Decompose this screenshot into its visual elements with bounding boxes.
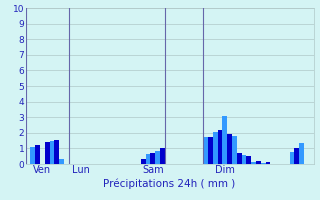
Bar: [242, 155, 246, 164]
Bar: [266, 162, 270, 164]
Bar: [203, 137, 208, 164]
Bar: [256, 161, 261, 164]
Bar: [35, 144, 40, 164]
X-axis label: Précipitations 24h ( mm ): Précipitations 24h ( mm ): [103, 178, 236, 189]
Bar: [213, 132, 218, 164]
Bar: [232, 136, 237, 164]
Bar: [261, 163, 266, 164]
Bar: [299, 143, 304, 164]
Bar: [45, 142, 50, 164]
Bar: [30, 147, 35, 164]
Bar: [150, 153, 155, 164]
Bar: [251, 162, 256, 164]
Bar: [50, 141, 54, 164]
Bar: [294, 148, 299, 164]
Bar: [222, 116, 227, 164]
Bar: [246, 156, 251, 164]
Bar: [141, 159, 146, 164]
Bar: [155, 151, 160, 164]
Bar: [227, 134, 232, 164]
Bar: [54, 140, 59, 164]
Bar: [290, 152, 294, 164]
Bar: [146, 154, 150, 164]
Bar: [208, 137, 213, 164]
Bar: [59, 159, 64, 164]
Bar: [160, 148, 165, 164]
Bar: [237, 153, 242, 164]
Bar: [218, 130, 222, 164]
